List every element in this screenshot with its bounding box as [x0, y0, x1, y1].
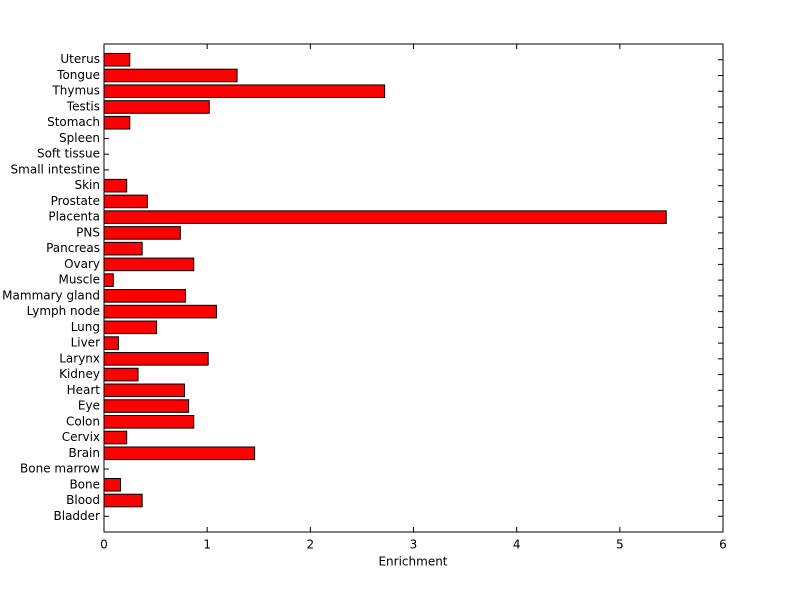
bar [103, 399, 190, 413]
bar [103, 68, 238, 83]
bar [103, 383, 185, 398]
y-tick-label: Bone [69, 477, 100, 491]
bar [103, 352, 209, 366]
bar [103, 226, 181, 240]
y-tick-label: Testis [66, 99, 100, 113]
y-tick-label: Eye [78, 399, 100, 413]
y-tick-label: Lung [71, 320, 100, 334]
x-tick-label: 6 [719, 538, 727, 552]
y-tick-label: Tongue [56, 68, 100, 82]
bar [103, 100, 210, 114]
bar [103, 336, 119, 350]
bar [103, 273, 114, 287]
y-tick-label: Placenta [48, 210, 100, 224]
y-tick-label: Liver [71, 336, 101, 350]
y-tick-label: Uterus [60, 52, 100, 66]
bar [103, 257, 195, 272]
bar [103, 194, 148, 209]
y-tick-label: Bladder [54, 509, 101, 523]
y-tick-label: Mammary gland [2, 288, 100, 302]
y-tick-label: Kidney [59, 367, 100, 381]
y-tick-label: Blood [66, 493, 100, 507]
y-tick-label: Soft tissue [37, 147, 100, 161]
y-tick-label: Larynx [59, 351, 100, 365]
x-axis-label: Enrichment [378, 555, 447, 569]
y-tick-label: Bone marrow [20, 462, 100, 476]
bar [103, 289, 187, 303]
bar [103, 178, 128, 193]
y-tick-label: PNS [76, 225, 100, 239]
bar [103, 304, 217, 319]
bar [103, 241, 143, 256]
bar [103, 446, 256, 461]
y-tick-label: Cervix [62, 430, 100, 444]
bar [103, 430, 128, 445]
x-tick-label: 1 [203, 538, 211, 552]
x-tick-label: 5 [616, 538, 624, 552]
bar [103, 320, 158, 335]
x-tick-label: 2 [307, 538, 315, 552]
bar [103, 84, 386, 99]
y-tick-label: Heart [67, 383, 101, 397]
bar [103, 477, 122, 492]
bar [103, 115, 131, 130]
bar [103, 52, 131, 67]
y-tick-label: Lymph node [27, 304, 100, 318]
y-tick-label: Ovary [64, 257, 100, 271]
y-tick-label: Thymus [51, 84, 100, 98]
bar [103, 210, 667, 224]
y-tick-label: Stomach [47, 115, 100, 129]
y-tick-label: Brain [69, 446, 100, 460]
bar [103, 415, 195, 429]
y-tick-label: Pancreas [46, 241, 100, 255]
y-tick-label: Small intestine [11, 162, 100, 176]
y-tick-label: Prostate [51, 194, 100, 208]
y-tick-label: Muscle [58, 273, 100, 287]
x-tick-label: 4 [513, 538, 521, 552]
x-tick-label: 3 [410, 538, 418, 552]
x-tick-label: 0 [100, 538, 108, 552]
bar [103, 367, 139, 382]
y-tick-label: Colon [66, 414, 100, 428]
y-tick-label: Spleen [59, 131, 100, 145]
y-tick-label: Skin [74, 178, 100, 192]
bar [103, 493, 143, 508]
